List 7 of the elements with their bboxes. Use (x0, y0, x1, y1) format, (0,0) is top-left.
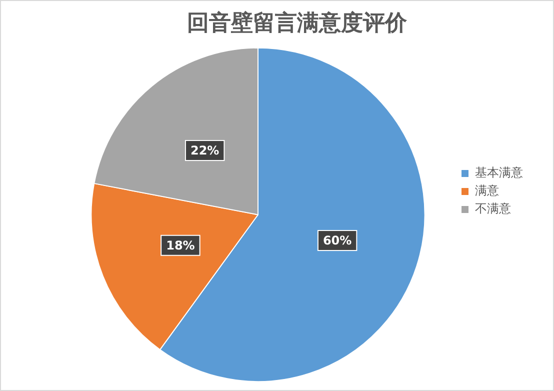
data-label: 22% (190, 144, 220, 158)
legend-label: 基本满意 (475, 166, 523, 180)
legend-label: 满意 (475, 184, 499, 198)
legend-label: 不满意 (475, 202, 511, 216)
data-label: 18% (166, 238, 195, 253)
chart-title: 回音壁留言满意度评价 (187, 10, 408, 35)
data-label: 60% (322, 234, 352, 248)
